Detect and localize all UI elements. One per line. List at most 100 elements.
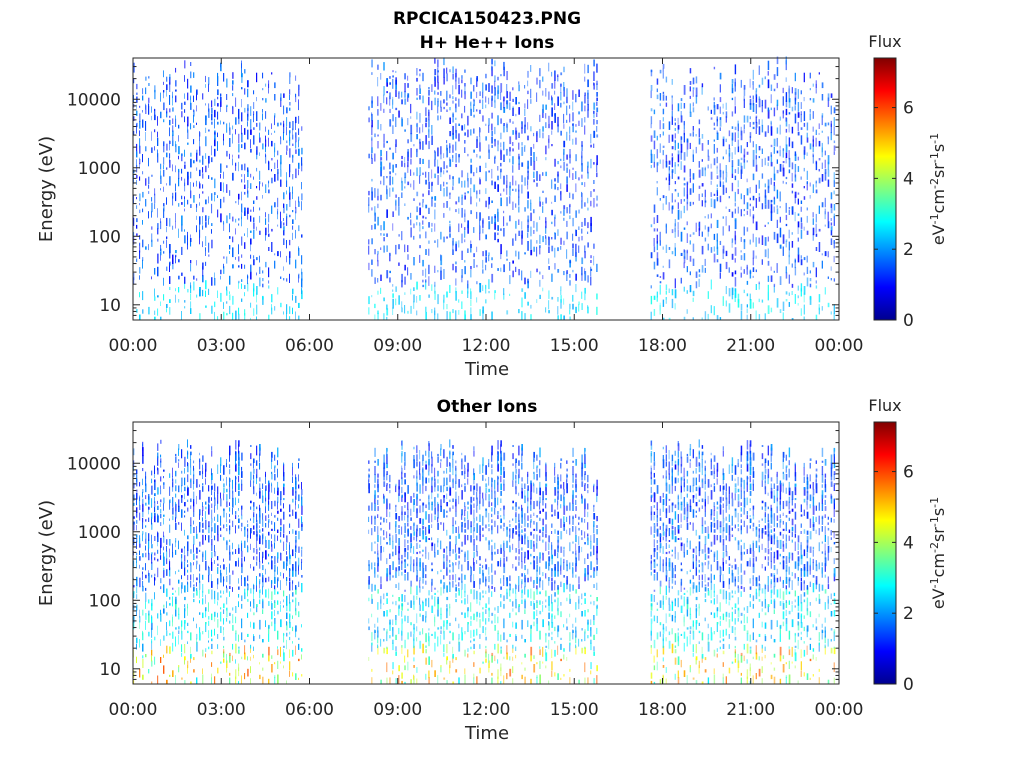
spectrogram-cell xyxy=(211,305,213,314)
spectrogram-cell xyxy=(560,102,562,108)
spectrogram-cell xyxy=(292,174,294,180)
spectrogram-cell xyxy=(482,99,484,109)
spectrogram-cell xyxy=(178,168,180,173)
spectrogram-cell xyxy=(139,203,140,206)
spectrogram-cell xyxy=(145,552,147,558)
spectrogram-cell xyxy=(692,243,695,252)
spectrogram-cell xyxy=(148,539,150,549)
spectrogram-cell xyxy=(803,316,805,320)
spectrogram-cell xyxy=(416,310,418,316)
spectrogram-cell xyxy=(683,165,686,173)
spectrogram-cell xyxy=(410,227,412,238)
spectrogram-cell xyxy=(190,95,192,105)
spectrogram-cell xyxy=(220,474,222,481)
spectrogram-cell xyxy=(446,468,448,474)
spectrogram-cell xyxy=(551,221,553,225)
spectrogram-cell xyxy=(668,160,671,165)
spectrogram-cell xyxy=(283,462,285,466)
spectrogram-cell xyxy=(214,195,215,202)
spectrogram-cell xyxy=(593,162,595,165)
spectrogram-cell xyxy=(193,587,195,592)
spectrogram-cell xyxy=(458,208,460,214)
spectrogram-cell xyxy=(392,125,394,134)
spectrogram-cell xyxy=(172,587,174,590)
spectrogram-cell xyxy=(737,139,739,147)
spectrogram-cell xyxy=(797,166,800,172)
spectrogram-cell xyxy=(656,135,658,141)
spectrogram-cell xyxy=(689,240,691,245)
spectrogram-cell xyxy=(401,451,403,457)
spectrogram-cell xyxy=(791,232,793,235)
spectrogram-cell xyxy=(452,186,454,191)
spectrogram-cell xyxy=(551,144,553,147)
spectrogram-cell xyxy=(569,303,571,310)
spectrogram-cell xyxy=(422,460,424,466)
spectrogram-cell xyxy=(136,309,138,313)
spectrogram-cell xyxy=(719,272,721,279)
spectrogram-cell xyxy=(770,84,773,91)
spectrogram-cell xyxy=(596,126,598,132)
spectrogram-cell xyxy=(280,539,282,543)
spectrogram-cell xyxy=(178,630,180,635)
spectrogram-cell xyxy=(677,142,679,149)
spectrogram-cell xyxy=(725,177,727,183)
spectrogram-cell xyxy=(794,151,797,156)
spectrogram-cell xyxy=(295,132,296,138)
spectrogram-cell xyxy=(181,176,183,181)
spectrogram-cell xyxy=(145,76,147,81)
spectrogram-cell xyxy=(259,590,261,599)
spectrogram-cell xyxy=(422,269,424,276)
spectrogram-cell xyxy=(695,281,698,289)
spectrogram-cell xyxy=(554,232,556,240)
spectrogram-cell xyxy=(566,176,568,184)
spectrogram-cell xyxy=(731,211,734,218)
spectrogram-cell xyxy=(220,498,222,507)
spectrogram-cell xyxy=(268,588,270,599)
spectrogram-cell xyxy=(217,592,219,601)
spectrogram-cell xyxy=(368,576,370,585)
spectrogram-cell xyxy=(250,173,252,178)
spectrogram-cell xyxy=(160,248,162,256)
spectrogram-cell xyxy=(392,176,394,185)
spectrogram-cell xyxy=(226,540,228,551)
spectrogram-cell xyxy=(163,608,165,614)
spectrogram-cell xyxy=(268,223,269,233)
spectrogram-cell xyxy=(292,225,294,230)
spectrogram-cell xyxy=(725,300,727,307)
spectrogram-cell xyxy=(581,235,583,241)
spectrogram-cell xyxy=(166,601,167,609)
spectrogram-cell xyxy=(482,259,484,269)
spectrogram-cell xyxy=(584,182,586,187)
spectrogram-cell xyxy=(527,90,529,95)
spectrogram-cell xyxy=(184,456,186,467)
spectrogram-cell xyxy=(653,295,656,300)
spectrogram-cell xyxy=(476,154,478,158)
spectrogram-cell xyxy=(139,158,141,165)
spectrogram-cell xyxy=(548,62,550,72)
spectrogram-cell xyxy=(401,594,403,602)
spectrogram-cell xyxy=(470,129,472,136)
spectrogram-cell xyxy=(145,601,146,609)
spectrogram-cell xyxy=(443,77,445,85)
spectrogram-cell xyxy=(371,642,373,646)
spectrogram-cell xyxy=(449,157,451,161)
spectrogram-cell xyxy=(446,567,448,576)
spectrogram-cell xyxy=(515,266,517,272)
spectrogram-cell xyxy=(722,185,725,195)
spectrogram-cell xyxy=(761,119,763,126)
spectrogram-cell xyxy=(190,301,192,308)
spectrogram-cell xyxy=(794,174,797,182)
spectrogram-cell xyxy=(677,124,680,130)
spectrogram-cell xyxy=(247,668,249,677)
spectrogram-cell xyxy=(133,62,135,73)
spectrogram-cell xyxy=(271,294,273,303)
spectrogram-cell xyxy=(446,304,448,310)
spectrogram-cell xyxy=(563,315,565,320)
spectrogram-cell xyxy=(773,138,776,147)
spectrogram-cell xyxy=(425,649,427,654)
spectrogram-cell xyxy=(289,192,291,200)
spectrogram-cell xyxy=(497,90,499,100)
spectrogram-cell xyxy=(794,88,797,95)
spectrogram-cell xyxy=(386,140,388,144)
spectrogram-cell xyxy=(479,136,481,143)
